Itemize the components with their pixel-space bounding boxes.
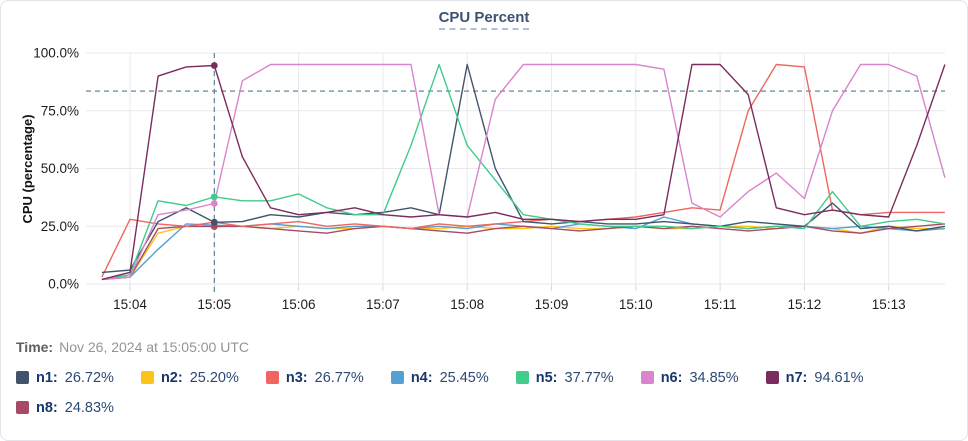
x-tick-label: 15:09 bbox=[535, 297, 569, 312]
x-tick-label: 15:13 bbox=[872, 297, 906, 312]
crosshair-marker-n7 bbox=[210, 62, 218, 69]
x-tick-label: 15:12 bbox=[788, 297, 822, 312]
legend-item-value: 25.20% bbox=[189, 369, 239, 386]
legend-swatch bbox=[16, 401, 29, 414]
series-line-n1 bbox=[101, 63, 946, 274]
series-line-n3 bbox=[101, 63, 945, 278]
legend-item-value: 34.85% bbox=[689, 369, 739, 386]
x-tick-label: 15:06 bbox=[282, 297, 316, 312]
x-tick-label: 15:07 bbox=[366, 297, 400, 312]
legend-item-label: n1: bbox=[36, 369, 58, 386]
legend-item-value: 26.77% bbox=[314, 369, 364, 386]
legend-item-value: 37.77% bbox=[564, 369, 614, 386]
legend-swatch bbox=[140, 371, 154, 384]
chart-title[interactable]: CPU Percent bbox=[438, 9, 530, 30]
y-tick-label: 75.0% bbox=[41, 103, 79, 118]
legend-swatch bbox=[265, 371, 279, 384]
x-tick-label: 15:11 bbox=[704, 297, 737, 312]
legend-item-n8[interactable]: n8: 24.83% bbox=[16, 397, 136, 418]
legend-swatch bbox=[16, 371, 29, 384]
y-tick-label: 50.0% bbox=[41, 161, 79, 176]
cpu-chart-canvas[interactable]: 15:04 15:05 15:06 15:07 15:08 15:09 15:10 15:11… bbox=[1, 1, 968, 331]
chart-header: CPU Percent bbox=[1, 9, 967, 30]
legend-item-label: n7: bbox=[785, 369, 808, 386]
time-row: Time: Nov 26, 2024 at 15:05:00 UTC bbox=[16, 339, 249, 355]
time-value: Nov 26, 2024 at 15:05:00 UTC bbox=[59, 339, 249, 355]
legend-item-label: n6: bbox=[660, 369, 683, 386]
crosshair-marker-n1 bbox=[210, 218, 218, 226]
legend-item-value: 25.45% bbox=[439, 369, 489, 386]
x-tick-label: 15:10 bbox=[619, 297, 653, 312]
y-tick-label: 100.0% bbox=[33, 46, 79, 61]
legend-item-n6[interactable]: n6: 34.85% bbox=[640, 367, 739, 388]
x-tick-label: 15:04 bbox=[113, 297, 147, 312]
legend-item-n1[interactable]: n1: 26.72% bbox=[16, 367, 114, 388]
legend-item-label: n2: bbox=[160, 369, 183, 386]
legend-item-n5[interactable]: n5: 37.77% bbox=[515, 367, 614, 388]
legend: n1: 26.72% n2: 25.20% n3: 26.77% n4: 25.45% n5: 3… bbox=[16, 367, 956, 418]
x-tick-label: 15:05 bbox=[197, 297, 231, 312]
legend-item-n2[interactable]: n2: 25.20% bbox=[140, 367, 239, 388]
legend-item-label: n8: bbox=[36, 399, 58, 416]
legend-item-value: 26.72% bbox=[64, 369, 114, 386]
series-line-n7 bbox=[101, 63, 946, 281]
legend-item-label: n5: bbox=[535, 369, 558, 386]
crosshair-marker-n6 bbox=[210, 200, 218, 207]
series-line-n5 bbox=[101, 63, 946, 281]
legend-item-label: n4: bbox=[410, 369, 433, 386]
series-line-n2 bbox=[101, 225, 945, 281]
legend-swatch bbox=[390, 371, 404, 384]
legend-item-n7[interactable]: n7: 94.61% bbox=[765, 367, 864, 388]
legend-swatch bbox=[640, 371, 654, 384]
legend-item-value: 94.61% bbox=[814, 369, 864, 386]
series-line-n8 bbox=[101, 223, 945, 281]
legend-item-value: 24.83% bbox=[64, 399, 114, 416]
legend-item-n3[interactable]: n3: 26.77% bbox=[265, 367, 364, 388]
legend-swatch bbox=[515, 371, 529, 384]
time-label: Time: bbox=[16, 339, 54, 355]
legend-item-n4[interactable]: n4: 25.45% bbox=[390, 367, 489, 388]
legend-swatch bbox=[765, 371, 779, 384]
crosshair-marker-n5 bbox=[210, 193, 218, 201]
y-axis-title: CPU (percentage) bbox=[20, 114, 35, 223]
y-tick-label: 25.0% bbox=[41, 219, 79, 234]
y-tick-label: 0.0% bbox=[48, 277, 79, 292]
x-tick-label: 15:08 bbox=[450, 297, 484, 312]
legend-item-label: n3: bbox=[285, 369, 308, 386]
series-line-n6 bbox=[101, 63, 946, 281]
